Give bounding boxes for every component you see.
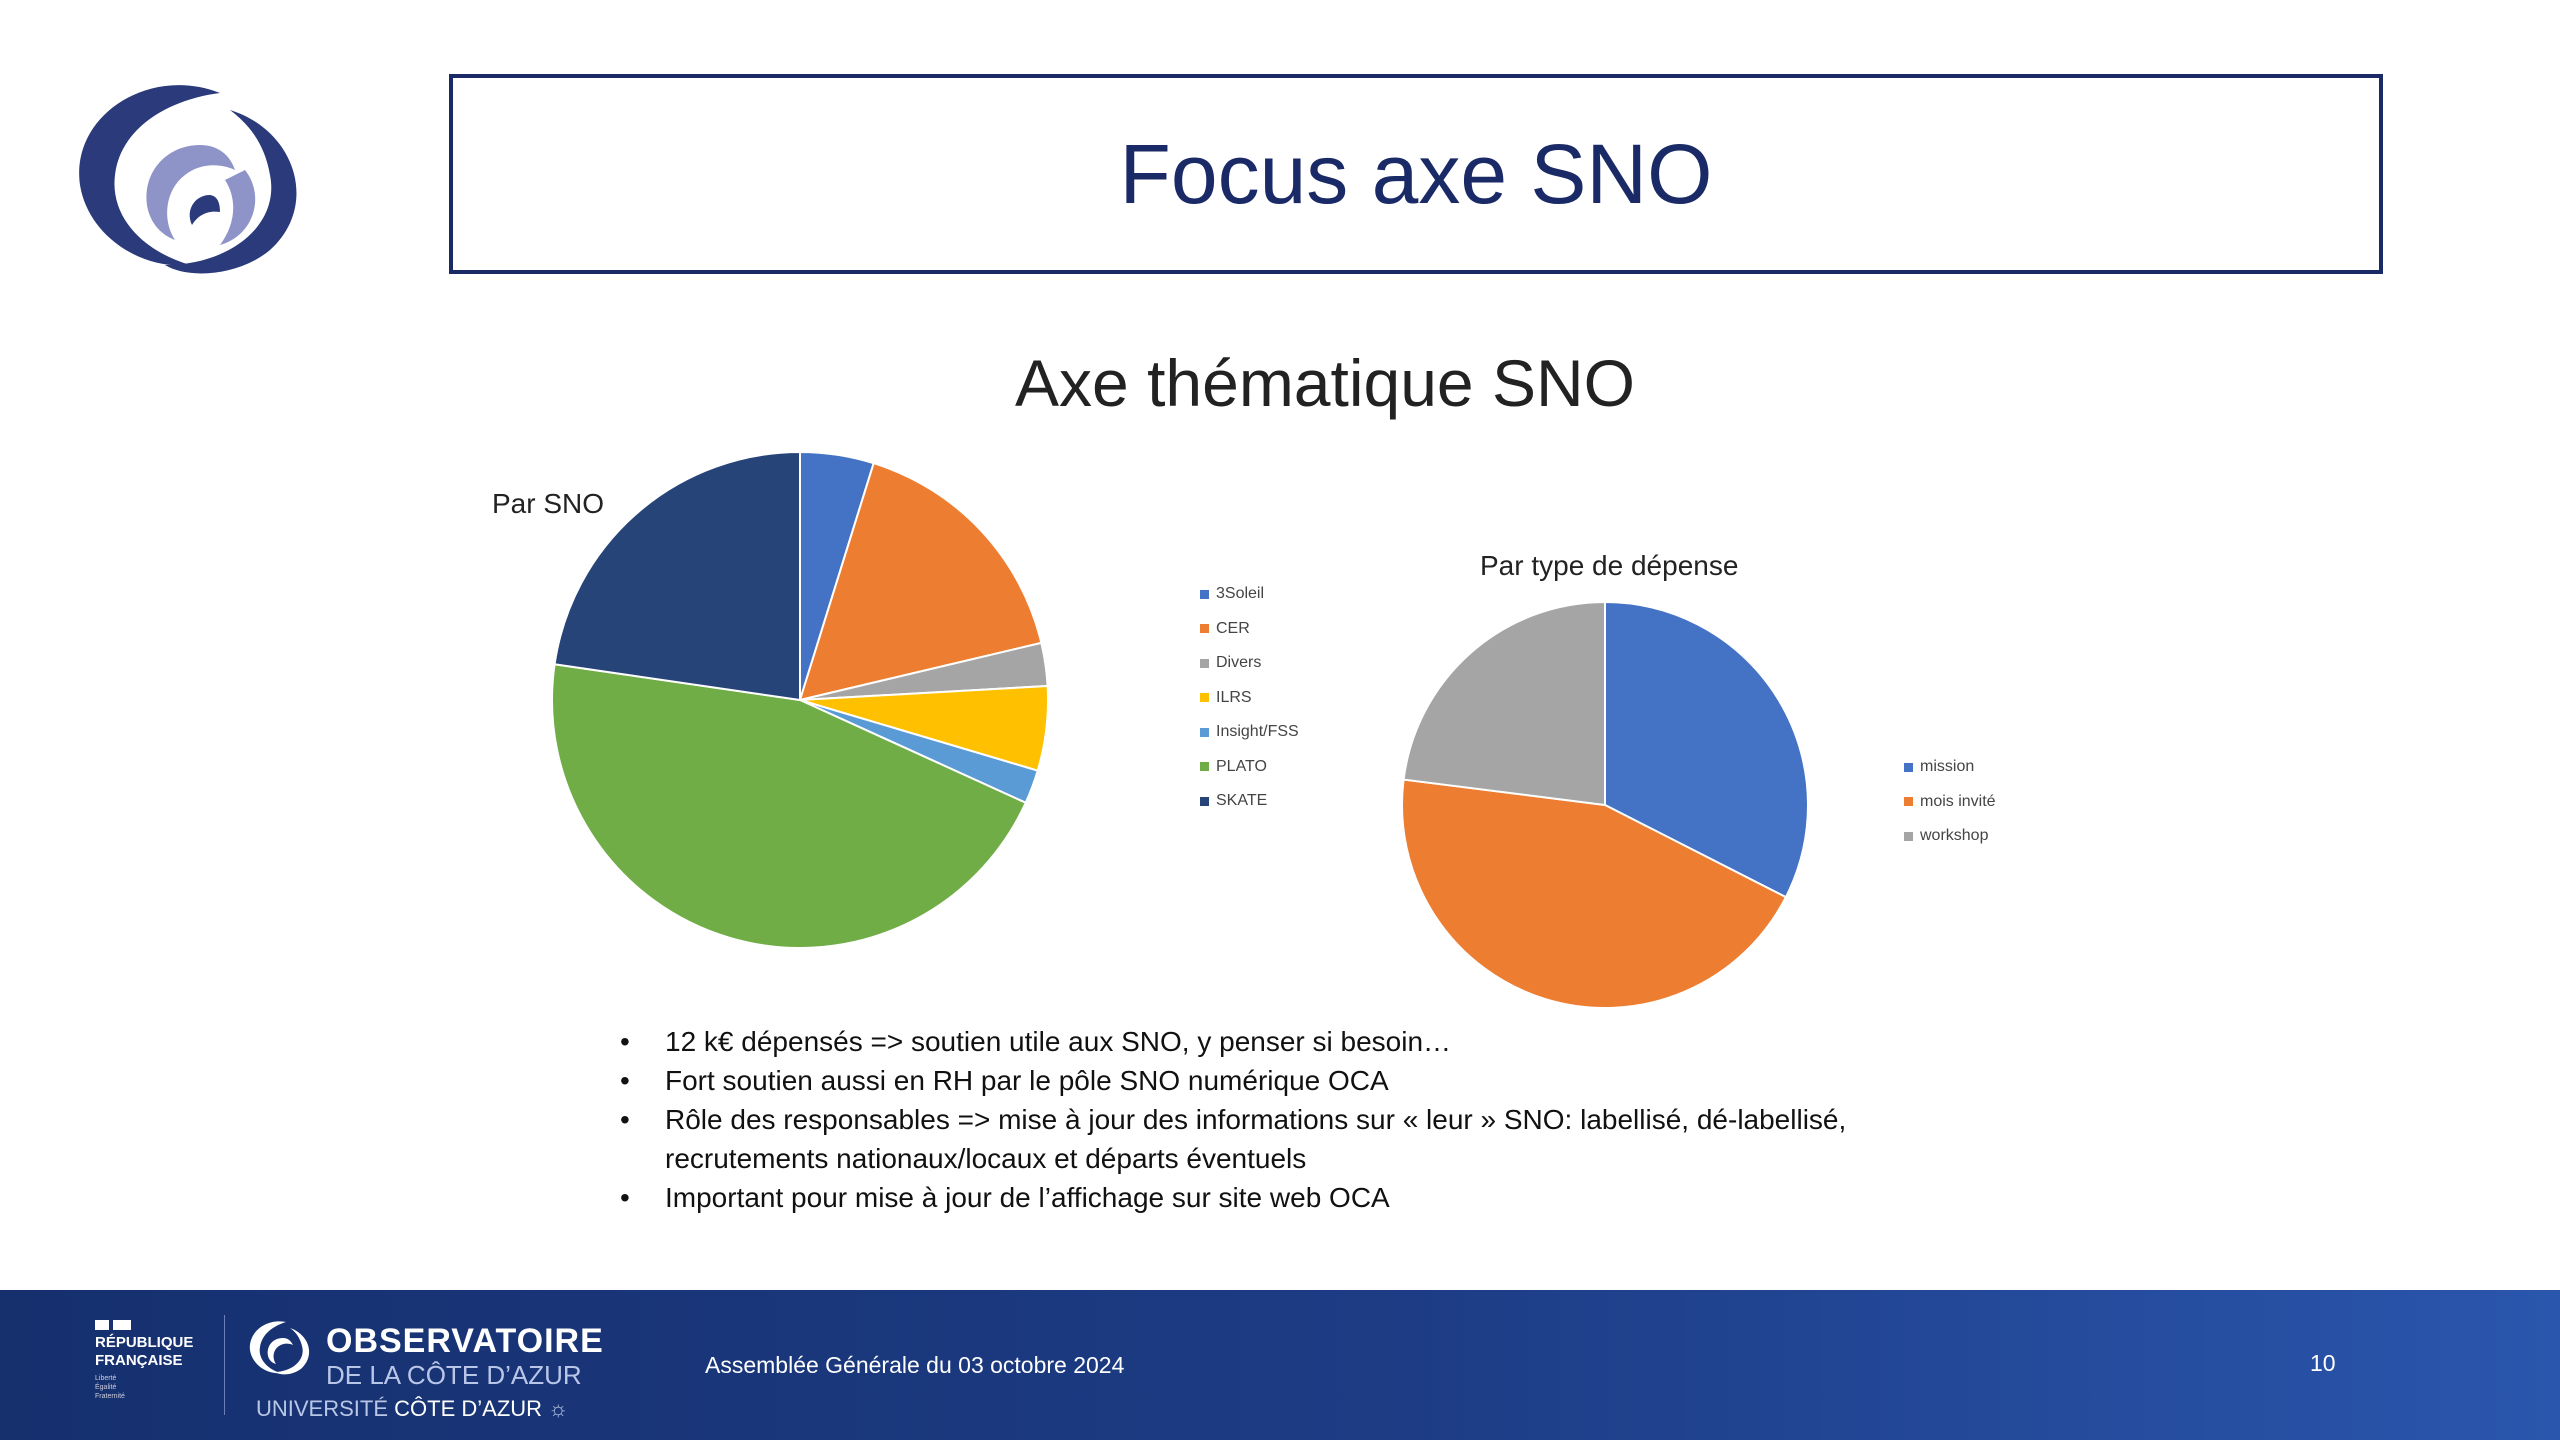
legend-label: workshop	[1920, 827, 1989, 845]
legend-label: SKATE	[1216, 792, 1268, 810]
footer-event-text: Assemblée Générale du 03 octobre 2024	[705, 1352, 1125, 1378]
universite-label: UNIVERSITÉ	[256, 1396, 389, 1421]
republique-line-1: RÉPUBLIQUE	[95, 1334, 194, 1351]
cote-azur-label: CÔTE D’AZUR	[394, 1396, 543, 1421]
legend-label: Divers	[1216, 654, 1262, 672]
legend-item: 3Soleil	[1200, 577, 1299, 612]
legend-label: ILRS	[1216, 688, 1252, 706]
oca-swirl-icon	[249, 1321, 310, 1375]
bullet-item: Rôle des responsables => mise à jour des…	[620, 1100, 1920, 1178]
pie-slice-mois-invit-	[1401, 778, 1788, 1009]
bullet-item: Important pour mise à jour de l’affichag…	[620, 1178, 1920, 1217]
sun-icon: ☼	[548, 1396, 569, 1421]
pie-sno-title: Par SNO	[492, 488, 605, 519]
legend-swatch	[1200, 727, 1209, 737]
legend-swatch	[1904, 762, 1913, 772]
legend-item: mission	[1904, 750, 1996, 785]
legend-item: Divers	[1200, 646, 1299, 681]
pie-slice-cer	[798, 461, 1043, 702]
oca-name-line-3: UNIVERSITÉ CÔTE D’AZUR ☼	[256, 1396, 568, 1422]
legend-item: SKATE	[1200, 784, 1299, 819]
legend-label: mission	[1920, 758, 1975, 776]
motto-line-2: Égalité	[95, 1384, 117, 1391]
slide-title: Focus axe SNO	[1119, 126, 1713, 221]
bullet-item: 12 k€ dépensés => soutien utile aux SNO,…	[620, 1022, 1920, 1061]
pie-expense-legend: mission mois invité workshop	[1904, 750, 1996, 854]
footer-divider	[224, 1315, 225, 1415]
bullet-item: Fort soutien aussi en RH par le pôle SNO…	[620, 1061, 1920, 1100]
pie-slice-workshop	[1402, 600, 1606, 807]
oca-swirl-logo	[79, 85, 297, 274]
oca-name-line-2: DE LA CÔTE D’AZUR	[326, 1360, 582, 1390]
legend-item: workshop	[1904, 819, 1996, 854]
pie-slice-plato	[551, 663, 1028, 949]
pie-chart-sno	[551, 450, 1049, 949]
legend-label: PLATO	[1216, 757, 1267, 775]
french-flag-icon	[95, 1320, 193, 1330]
legend-item: mois invité	[1904, 785, 1996, 820]
page-number: 10	[2310, 1350, 2336, 1376]
legend-swatch	[1200, 796, 1209, 806]
legend-item: CER	[1200, 612, 1299, 647]
chart-title: Axe thématique SNO	[1015, 346, 1635, 420]
motto-line-3: Fraternité	[95, 1393, 125, 1400]
legend-swatch	[1200, 589, 1209, 599]
footer-bar: RÉPUBLIQUE FRANÇAISE Liberté Égalité Fra…	[0, 1290, 2560, 1440]
legend-label: Insight/FSS	[1216, 723, 1299, 741]
republique-motto: Liberté Égalité Fraternité	[95, 1374, 193, 1401]
pie-slice-skate	[553, 450, 801, 702]
pie-sno-legend: 3Soleil CER Divers ILRS Insight/FSS PLATO SKAT…	[1200, 577, 1299, 819]
legend-swatch	[1200, 658, 1209, 668]
legend-label: CER	[1216, 619, 1250, 637]
legend-swatch	[1200, 693, 1209, 703]
pie-slice-mission	[1604, 600, 1809, 899]
pie-chart-expense	[1401, 600, 1809, 1009]
slide-title-box: Focus axe SNO	[449, 74, 2383, 274]
legend-item: PLATO	[1200, 750, 1299, 785]
legend-item: Insight/FSS	[1200, 715, 1299, 750]
motto-line-1: Liberté	[95, 1375, 117, 1382]
republique-francaise-logo: RÉPUBLIQUE FRANÇAISE Liberté Égalité Fra…	[95, 1320, 193, 1401]
oca-name-line-1: OBSERVATOIRE	[326, 1322, 604, 1360]
legend-swatch	[1200, 762, 1209, 772]
pie-expense-title: Par type de dépense	[1480, 550, 1739, 581]
legend-swatch	[1904, 831, 1913, 841]
legend-swatch	[1200, 624, 1209, 634]
legend-swatch	[1904, 797, 1913, 807]
bullet-list: 12 k€ dépensés => soutien utile aux SNO,…	[620, 1022, 1920, 1217]
legend-label: 3Soleil	[1216, 585, 1265, 603]
legend-label: mois invité	[1920, 792, 1996, 810]
legend-item: ILRS	[1200, 681, 1299, 716]
republique-line-2: FRANÇAISE	[95, 1352, 183, 1369]
